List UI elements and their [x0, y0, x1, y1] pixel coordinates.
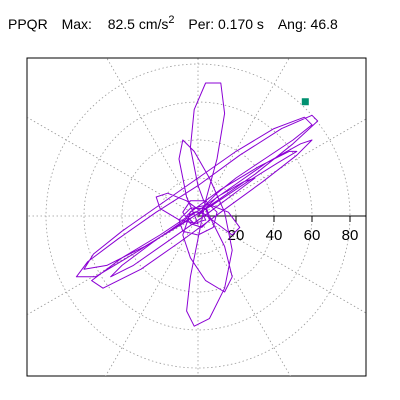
grid-spoke-330 [197, 215, 366, 314]
radial-axis: 20 40 60 80 [198, 215, 366, 244]
radial-tick-label-80: 80 [342, 227, 359, 244]
radial-tick-label-60: 60 [304, 227, 321, 244]
radial-tick-label-20: 20 [228, 227, 245, 244]
max-marker [301, 98, 309, 106]
max-value: 82.5 [107, 16, 135, 32]
station-code: PPQR [8, 16, 48, 32]
chart-title: PPQR Max: 82.5 cm/s2 Per: 0.170 s Ang: 4… [8, 14, 338, 32]
angle-label: Ang: [277, 16, 307, 32]
particle-motion-trace [75, 82, 319, 327]
grid-spoke-120 [106, 58, 199, 217]
angle-value: 46.8 [310, 16, 338, 32]
grid-spoke-240 [105, 215, 199, 376]
grid-spoke-60 [197, 58, 290, 217]
grid-spoke-210 [27, 215, 199, 315]
trace-path [75, 82, 319, 327]
max-units-exponent: 2 [168, 14, 175, 26]
grid-spoke-300 [197, 215, 291, 376]
plot-border [26, 57, 367, 377]
max-marker-group [301, 98, 309, 106]
max-label: Max: [61, 16, 92, 32]
radial-tick-label-40: 40 [266, 227, 283, 244]
period-value: 0.170 s [218, 16, 264, 32]
max-units: cm/s [138, 16, 169, 32]
grid-spoke-150 [27, 117, 199, 217]
period-label: Per: [188, 16, 215, 32]
